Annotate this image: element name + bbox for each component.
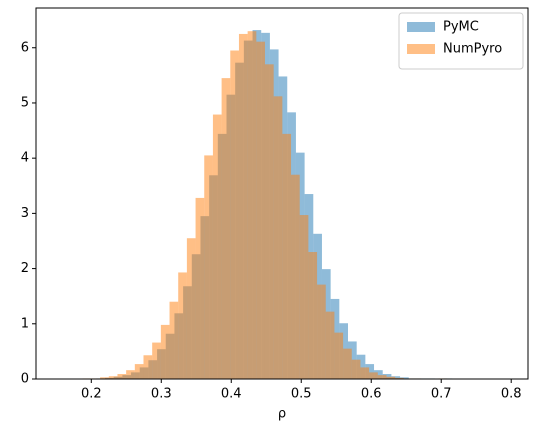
bar bbox=[160, 324, 170, 379]
y-tick-label: 2 bbox=[21, 261, 29, 276]
y-tick-label: 6 bbox=[21, 40, 29, 55]
x-tick-label: 0.7 bbox=[431, 387, 452, 402]
bar bbox=[264, 64, 274, 379]
bar bbox=[374, 370, 383, 379]
bar bbox=[400, 377, 409, 379]
x-tick-label: 0.4 bbox=[221, 387, 242, 402]
legend-label: PyMC bbox=[443, 20, 479, 35]
bar bbox=[395, 377, 404, 379]
bar bbox=[212, 114, 222, 379]
bar bbox=[360, 367, 370, 379]
y-tick-label: 3 bbox=[21, 206, 29, 221]
bar bbox=[334, 332, 344, 379]
bar bbox=[325, 311, 335, 379]
bar bbox=[369, 372, 378, 379]
bar bbox=[152, 342, 161, 379]
bar bbox=[169, 301, 179, 379]
bar bbox=[186, 238, 196, 379]
x-tick-label: 0.8 bbox=[501, 387, 522, 402]
x-axis-label: ρ bbox=[278, 407, 286, 422]
bar bbox=[299, 215, 309, 379]
bar bbox=[238, 33, 248, 380]
x-tick-label: 0.2 bbox=[81, 387, 102, 402]
y-tick-label: 5 bbox=[21, 95, 29, 110]
bar bbox=[143, 355, 153, 379]
plot-area bbox=[82, 30, 453, 380]
legend-swatch bbox=[407, 22, 435, 32]
bar bbox=[308, 252, 318, 379]
bar bbox=[117, 374, 127, 379]
bar bbox=[386, 376, 396, 379]
bar bbox=[343, 348, 352, 379]
bar bbox=[247, 31, 257, 379]
legend-label: NumPyro bbox=[443, 42, 502, 57]
bar bbox=[391, 376, 401, 379]
bar bbox=[108, 376, 118, 379]
bar bbox=[134, 364, 144, 379]
bar bbox=[351, 359, 361, 379]
x-tick-label: 0.3 bbox=[151, 387, 172, 402]
bar bbox=[365, 364, 375, 379]
bar bbox=[126, 370, 135, 379]
bar bbox=[178, 272, 187, 379]
bar bbox=[291, 174, 300, 379]
bar bbox=[282, 133, 292, 379]
y-tick-label: 4 bbox=[21, 151, 29, 166]
bar bbox=[221, 78, 231, 379]
bar bbox=[377, 375, 387, 379]
bar bbox=[195, 197, 205, 379]
y-tick-label: 0 bbox=[21, 372, 29, 387]
bar bbox=[204, 155, 213, 379]
legend-swatch bbox=[407, 44, 435, 54]
bar bbox=[230, 50, 239, 380]
bar bbox=[100, 377, 109, 379]
bar bbox=[356, 354, 366, 379]
bar bbox=[256, 41, 265, 379]
bar bbox=[382, 374, 392, 379]
x-tick-label: 0.5 bbox=[291, 387, 312, 402]
bar bbox=[317, 284, 326, 379]
x-tick-label: 0.6 bbox=[361, 387, 382, 402]
y-tick-label: 1 bbox=[21, 316, 29, 331]
bar bbox=[273, 96, 283, 379]
axes-frame bbox=[35, 7, 529, 380]
